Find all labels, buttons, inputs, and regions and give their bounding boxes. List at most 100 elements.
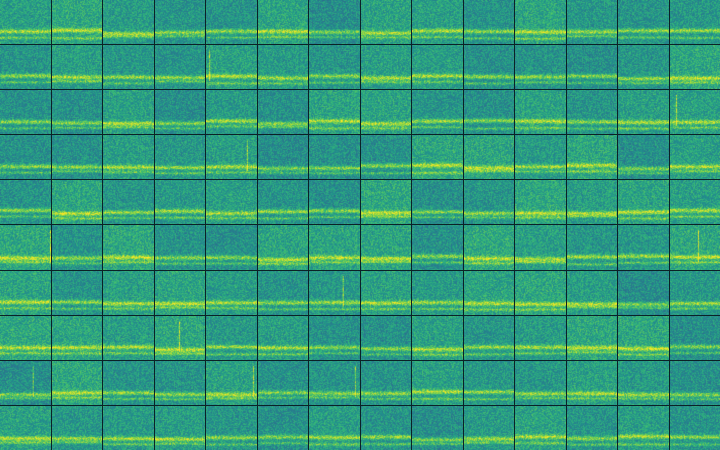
spectrogram-canvas [0, 315, 51, 360]
spectrogram-tile [0, 0, 51, 45]
spectrogram-canvas [463, 270, 514, 315]
spectrogram-canvas [154, 360, 205, 405]
spectrogram-tile [566, 0, 617, 45]
spectrogram-tile [360, 225, 411, 270]
spectrogram-tile [103, 315, 154, 360]
spectrogram-tile [669, 45, 720, 90]
spectrogram-canvas [463, 360, 514, 405]
spectrogram-canvas [0, 0, 51, 45]
spectrogram-canvas [309, 270, 360, 315]
spectrogram-tile [257, 405, 308, 450]
spectrogram-canvas [206, 225, 257, 270]
spectrogram-canvas [0, 405, 51, 450]
spectrogram-canvas [154, 90, 205, 135]
spectrogram-canvas [412, 180, 463, 225]
spectrogram-tile [154, 270, 205, 315]
spectrogram-canvas [412, 135, 463, 180]
spectrogram-canvas [515, 45, 566, 90]
spectrogram-canvas [566, 0, 617, 45]
spectrogram-tile [309, 315, 360, 360]
spectrogram-tile [412, 270, 463, 315]
spectrogram-tile [566, 180, 617, 225]
spectrogram-tile [0, 135, 51, 180]
spectrogram-tile [463, 135, 514, 180]
spectrogram-tile [360, 360, 411, 405]
spectrogram-canvas [206, 315, 257, 360]
spectrogram-canvas [566, 180, 617, 225]
spectrogram-tile [0, 360, 51, 405]
spectrogram-tile [566, 405, 617, 450]
spectrogram-tile [566, 135, 617, 180]
spectrogram-tile [51, 135, 102, 180]
spectrogram-tile [154, 360, 205, 405]
spectrogram-tile [51, 90, 102, 135]
spectrogram-canvas [669, 0, 720, 45]
spectrogram-tile [515, 90, 566, 135]
spectrogram-canvas [618, 45, 669, 90]
spectrogram-canvas [360, 405, 411, 450]
spectrogram-tile [515, 270, 566, 315]
spectrogram-canvas [669, 225, 720, 270]
spectrogram-tile [103, 135, 154, 180]
spectrogram-tile [0, 90, 51, 135]
spectrogram-canvas [515, 180, 566, 225]
spectrogram-canvas [618, 315, 669, 360]
spectrogram-canvas [360, 360, 411, 405]
spectrogram-tile [515, 45, 566, 90]
spectrogram-canvas [154, 180, 205, 225]
spectrogram-tile [463, 270, 514, 315]
spectrogram-canvas [154, 315, 205, 360]
spectrogram-canvas [206, 135, 257, 180]
spectrogram-tile [309, 405, 360, 450]
spectrogram-tile [206, 315, 257, 360]
spectrogram-tile [309, 270, 360, 315]
spectrogram-tile [515, 135, 566, 180]
spectrogram-tile [309, 225, 360, 270]
spectrogram-tile [360, 315, 411, 360]
spectrogram-tile [412, 90, 463, 135]
spectrogram-canvas [669, 405, 720, 450]
spectrogram-tile [463, 360, 514, 405]
spectrogram-tile [154, 0, 205, 45]
spectrogram-tile [206, 0, 257, 45]
spectrogram-canvas [515, 90, 566, 135]
spectrogram-canvas [463, 0, 514, 45]
spectrogram-canvas [103, 90, 154, 135]
spectrogram-tile [618, 360, 669, 405]
spectrogram-canvas [515, 0, 566, 45]
spectrogram-tile [309, 135, 360, 180]
spectrogram-tile [154, 45, 205, 90]
spectrogram-tile [51, 45, 102, 90]
spectrogram-canvas [0, 90, 51, 135]
spectrogram-canvas [412, 45, 463, 90]
spectrogram-tile [257, 0, 308, 45]
spectrogram-canvas [257, 0, 308, 45]
spectrogram-canvas [566, 45, 617, 90]
spectrogram-tile [669, 135, 720, 180]
spectrogram-tile [257, 225, 308, 270]
spectrogram-canvas [566, 405, 617, 450]
spectrogram-tile [51, 180, 102, 225]
spectrogram-canvas [618, 270, 669, 315]
spectrogram-canvas [463, 225, 514, 270]
spectrogram-tile [257, 315, 308, 360]
spectrogram-tile [51, 0, 102, 45]
spectrogram-tile [360, 180, 411, 225]
spectrogram-tile [669, 0, 720, 45]
spectrogram-canvas [412, 90, 463, 135]
spectrogram-canvas [566, 270, 617, 315]
spectrogram-canvas [154, 405, 205, 450]
spectrogram-tile [360, 405, 411, 450]
spectrogram-canvas [566, 315, 617, 360]
spectrogram-tile [566, 360, 617, 405]
spectrogram-tile [618, 135, 669, 180]
spectrogram-canvas [257, 270, 308, 315]
spectrogram-tile [618, 90, 669, 135]
spectrogram-tile [206, 270, 257, 315]
spectrogram-tile [360, 270, 411, 315]
spectrogram-canvas [463, 315, 514, 360]
spectrogram-canvas [618, 405, 669, 450]
spectrogram-canvas [566, 135, 617, 180]
spectrogram-tile [103, 225, 154, 270]
spectrogram-canvas [257, 45, 308, 90]
